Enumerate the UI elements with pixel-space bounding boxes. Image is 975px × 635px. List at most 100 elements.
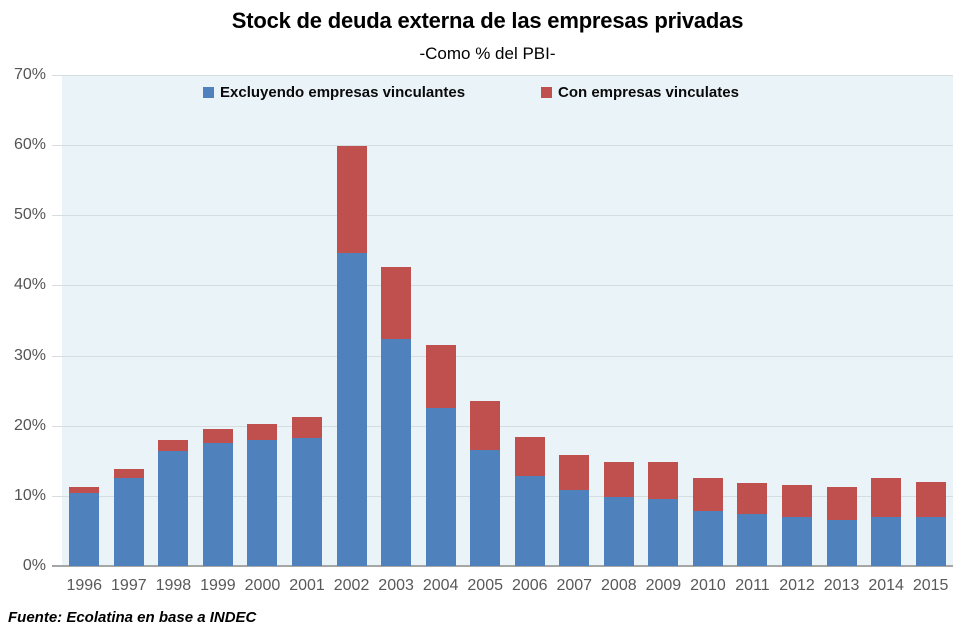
bar-segment-con-1997 (113, 468, 144, 478)
y-tick-label: 10% (13, 486, 46, 504)
bar-segment-con-2008 (603, 461, 634, 497)
x-tick-label-2004: 2004 (422, 577, 459, 594)
x-tick-label-2006: 2006 (511, 577, 548, 594)
bar-group-2011 (730, 75, 775, 566)
x-tick-label-2002: 2002 (333, 577, 370, 594)
x-tick-label-2000: 2000 (244, 577, 281, 594)
bar-segment-excluyendo-2004 (425, 408, 456, 566)
x-tick-label-2008: 2008 (601, 577, 637, 594)
bar-segment-excluyendo-2011 (737, 514, 768, 566)
bar-segment-excluyendo-2015 (915, 516, 946, 566)
bar-segment-excluyendo-2007 (559, 490, 590, 566)
bar-segment-excluyendo-2014 (871, 516, 902, 566)
bar-segment-excluyendo-2001 (292, 438, 322, 566)
x-tick-label-2010: 2010 (690, 577, 726, 594)
source-note: Fuente: Ecolatina en base a INDEC (8, 609, 257, 626)
x-tick-label-2003: 2003 (378, 577, 414, 594)
legend-swatch-con-icon (541, 87, 552, 98)
bar-segment-excluyendo-2005 (470, 449, 501, 566)
bar-group-2009 (641, 75, 686, 566)
y-tick-label: 60% (13, 136, 46, 154)
gridline (52, 425, 953, 427)
bar-group-2014 (864, 75, 909, 566)
y-tick-label: 0% (22, 557, 46, 574)
bar-segment-con-1999 (202, 428, 233, 444)
bar-group-2005 (463, 75, 508, 566)
page-subtitle: -Como % del PBI- (419, 44, 556, 63)
x-tick-label-1998: 1998 (155, 577, 192, 594)
bar-group-2003 (374, 75, 419, 566)
bar-segment-excluyendo-2012 (782, 516, 813, 566)
bar-group-2008 (597, 75, 642, 566)
legend-item-excluyendo: Excluyendo empresas vinculantes (203, 84, 465, 101)
y-tick-label: 50% (13, 206, 46, 224)
bar-segment-excluyendo-2000 (247, 440, 278, 566)
x-tick-label-2014: 2014 (868, 577, 904, 594)
bar-segment-con-1998 (158, 440, 189, 451)
y-tick-label: 70% (13, 66, 46, 83)
x-axis-line (52, 565, 953, 567)
bar-segment-con-2001 (292, 416, 322, 439)
bar-group-2012 (775, 75, 820, 566)
bar-segment-con-1996 (69, 487, 100, 494)
bar-group-2000 (240, 75, 285, 566)
bars-row (62, 75, 953, 566)
x-tick-label-2005: 2005 (467, 577, 503, 594)
x-tick-label-2009: 2009 (645, 577, 682, 594)
bar-segment-excluyendo-2013 (826, 519, 857, 566)
gridline (52, 215, 953, 217)
bar-group-2015 (908, 75, 953, 566)
bar-segment-con-2003 (381, 266, 412, 339)
bar-segment-con-2007 (559, 455, 590, 491)
bar-group-2010 (686, 75, 731, 566)
bar-segment-excluyendo-1997 (113, 477, 144, 566)
bar-segment-con-2009 (648, 461, 679, 499)
x-tick-label-2011: 2011 (735, 577, 770, 594)
gridline (52, 495, 953, 497)
bar-segment-con-2002 (336, 145, 367, 254)
x-tick-label-2001: 2001 (289, 577, 325, 594)
legend-item-con: Con empresas vinculates (541, 84, 739, 101)
bar-segment-excluyendo-2006 (514, 475, 545, 566)
bar-segment-con-2014 (871, 478, 902, 517)
x-tick-label-2013: 2013 (823, 577, 860, 594)
x-tick-label-2015: 2015 (912, 577, 949, 594)
bar-segment-con-2011 (737, 483, 768, 515)
y-tick-label: 40% (13, 276, 46, 294)
bar-group-2004 (418, 75, 463, 566)
plot-area: Excluyendo empresas vinculantes Con empr… (52, 75, 953, 567)
bar-group-1996 (62, 75, 107, 566)
bar-segment-excluyendo-2010 (692, 511, 723, 566)
x-tick-label-1997: 1997 (111, 577, 147, 594)
x-tick-label-1996: 1996 (66, 577, 103, 594)
bar-segment-excluyendo-2008 (603, 496, 634, 566)
bar-group-2013 (819, 75, 864, 566)
bar-segment-excluyendo-2003 (381, 338, 412, 566)
bar-group-1997 (107, 75, 152, 566)
bar-segment-excluyendo-1999 (202, 443, 233, 566)
bar-segment-con-2015 (915, 481, 946, 517)
bar-segment-excluyendo-2002 (336, 253, 367, 566)
bar-group-2006 (507, 75, 552, 566)
legend-swatch-excluyendo-icon (203, 87, 214, 98)
page-title: Stock de deuda externa de las empresas p… (231, 8, 744, 33)
x-tick-label-1999: 1999 (200, 577, 236, 594)
bar-group-2001 (285, 75, 330, 566)
gridline (52, 145, 953, 147)
bar-group-2007 (552, 75, 597, 566)
gridline (52, 75, 953, 76)
bar-segment-excluyendo-1998 (158, 450, 189, 566)
bar-group-1998 (151, 75, 196, 566)
x-tick-label-2012: 2012 (779, 577, 815, 594)
legend: Excluyendo empresas vinculantes Con empr… (62, 75, 953, 105)
legend-label-excluyendo: Excluyendo empresas vinculantes (220, 84, 466, 101)
gridline (52, 285, 953, 287)
bar-group-2002 (329, 75, 374, 566)
bar-group-1999 (196, 75, 241, 566)
y-tick-label: 30% (13, 346, 46, 364)
bar-segment-con-2013 (826, 487, 857, 520)
bar-segment-con-2010 (692, 477, 723, 512)
x-tick-label-2007: 2007 (556, 577, 593, 594)
bar-segment-con-2012 (782, 484, 813, 517)
